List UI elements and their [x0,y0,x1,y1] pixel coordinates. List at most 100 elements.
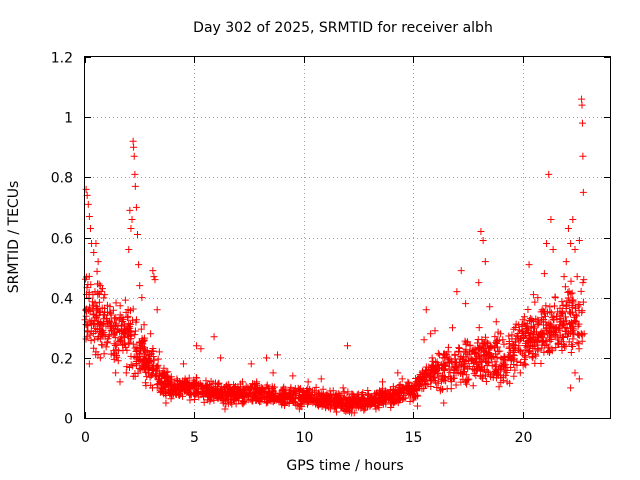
data-point [321,394,329,402]
data-point [470,366,478,374]
data-point [322,393,330,401]
data-point [580,330,588,338]
data-point [546,337,554,345]
data-point [486,303,494,311]
data-point [347,401,355,409]
data-point [210,333,218,341]
data-point [333,408,341,416]
data-point [290,388,298,396]
data-point [473,339,481,347]
data-point [92,348,100,356]
data-point [522,361,530,369]
data-point [452,366,460,374]
data-point [440,376,448,384]
data-point [131,372,139,380]
data-point [457,267,465,275]
data-point [301,391,309,399]
data-point [217,354,225,362]
data-point [534,346,542,354]
data-point [360,406,368,414]
y-tick-label: 1.2 [51,51,73,67]
data-point [129,340,137,348]
data-point [462,378,470,386]
data-point [494,348,502,356]
data-point [540,270,548,278]
data-point [569,215,577,223]
data-point [444,348,452,356]
data-point [231,384,239,392]
data-point [192,389,200,397]
data-point [557,311,565,319]
data-point [307,396,315,404]
data-point [567,240,575,248]
plot-frame [84,56,611,419]
data-point [256,398,264,406]
data-point [142,360,150,368]
data-point [96,309,104,317]
data-point [235,391,243,399]
data-point [124,324,132,332]
data-point [250,380,258,388]
data-point [200,398,208,406]
data-point [91,299,99,307]
data-point [480,340,488,348]
data-point [499,373,507,381]
data-point [344,342,351,350]
data-point [568,289,576,297]
data-point [326,400,334,408]
data-point [154,376,162,384]
data-point [455,358,463,366]
data-point [379,391,387,399]
data-point [304,378,312,386]
data-point [520,313,528,321]
data-point [519,333,527,341]
data-point [532,315,540,323]
data-point [552,344,560,352]
data-point [409,384,417,392]
data-point [85,212,93,220]
data-point [536,330,544,338]
data-point [339,384,347,392]
data-point [116,378,124,386]
data-point [131,170,139,178]
data-point [151,276,159,284]
data-point [521,331,529,339]
data-point [354,402,362,410]
data-point [496,347,504,355]
data-point [228,389,236,397]
data-point [107,309,115,317]
data-point [239,400,247,408]
data-point [334,395,342,403]
data-point [510,372,518,380]
data-point [510,325,518,333]
data-point [571,246,579,254]
data-point [212,387,220,395]
data-point [121,296,129,304]
data-point [107,311,115,319]
data-point [433,384,441,392]
data-point [434,370,442,378]
data-point [118,321,126,329]
data-point [455,344,463,352]
data-point [521,319,529,327]
data-point [131,182,139,190]
data-point [558,298,566,306]
data-point [562,313,570,321]
data-point [414,402,421,410]
data-point [529,343,537,351]
data-point [130,143,138,151]
data-point [559,302,567,310]
data-point [570,330,578,338]
x-tick-label: 15 [405,430,423,446]
data-point [523,342,531,350]
data-point [215,393,223,401]
data-point [254,389,262,397]
data-point [164,368,172,376]
data-point [131,331,139,339]
x-tick-label: 0 [81,430,90,446]
data-point [349,390,357,398]
data-point [264,384,272,392]
data-point [475,279,483,287]
data-point [445,373,453,381]
data-point [359,395,367,403]
